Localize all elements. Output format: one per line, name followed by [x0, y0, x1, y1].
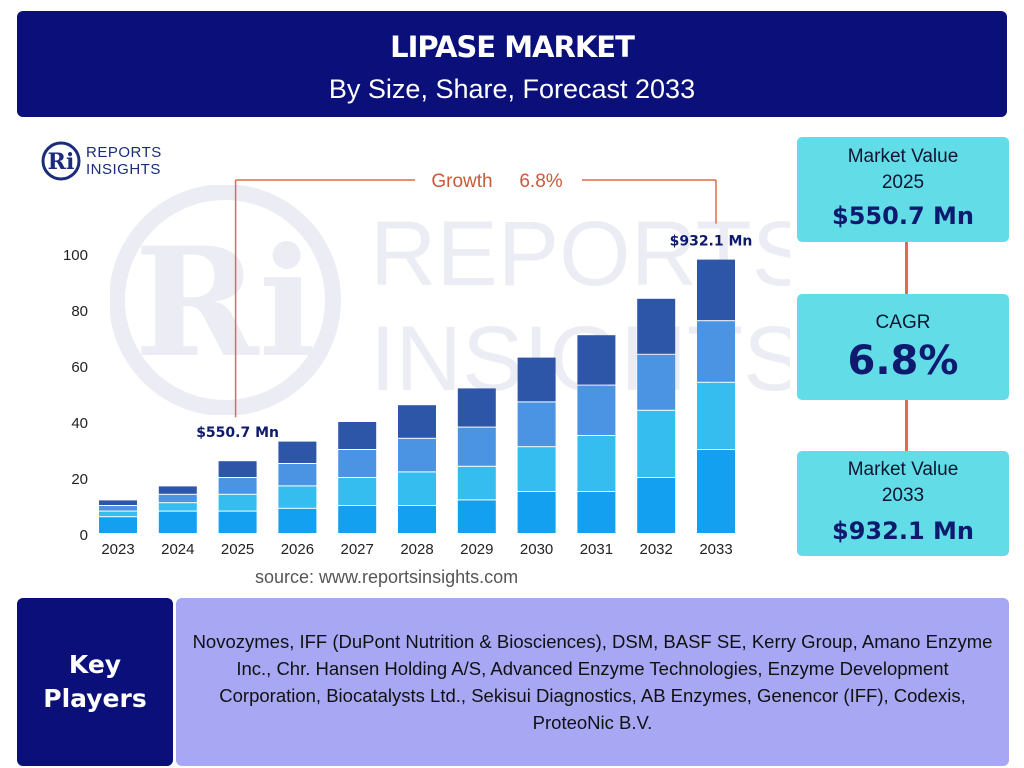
logo-line1: REPORTS — [86, 144, 162, 161]
logo-line2: INSIGHTS — [86, 161, 161, 178]
bar-segment — [457, 500, 496, 533]
key-players-text: Novozymes, IFF (DuPont Nutrition & Biosc… — [192, 631, 993, 733]
key-players-heading: Key Players — [17, 598, 173, 766]
bar-segment — [697, 450, 735, 533]
y-tick-label: 40 — [71, 415, 88, 432]
bar-segment — [517, 447, 556, 491]
bar-segment — [398, 506, 436, 533]
key-players-heading-line2: Players — [43, 684, 147, 713]
bar-segment — [338, 506, 377, 533]
bar-segment — [278, 486, 317, 508]
x-tick-label: 2033 — [699, 541, 732, 558]
bar-segment — [457, 388, 496, 427]
logo-initials: Ri — [48, 149, 75, 175]
cagr-value: 6.8% — [847, 338, 959, 384]
x-tick-label: 2027 — [341, 541, 374, 558]
market-value-2025-card: Market Value 2025 $550.7 Mn — [797, 137, 1009, 242]
x-tick-label: 2023 — [101, 541, 134, 558]
y-tick-label: 0 — [80, 527, 88, 544]
bar-segment — [278, 441, 317, 463]
cagr-label: CAGR — [875, 312, 931, 333]
bar-segment — [218, 511, 257, 533]
bar-segment — [697, 259, 735, 321]
x-tick-label: 2029 — [460, 541, 493, 558]
key-players-list: Novozymes, IFF (DuPont Nutrition & Biosc… — [176, 598, 1009, 766]
key-players-heading-line1: Key — [68, 650, 122, 679]
end-value-label: $932.1 Mn — [670, 234, 753, 250]
x-tick-label: 2025 — [221, 541, 254, 558]
x-tick-label: 2032 — [640, 541, 673, 558]
y-tick-label: 20 — [71, 471, 88, 488]
bar-segment — [637, 478, 676, 533]
page-subtitle: By Size, Share, Forecast 2033 — [328, 74, 696, 104]
cagr-card: CAGR 6.8% — [797, 294, 1009, 400]
y-tick-label: 80 — [71, 303, 88, 320]
logo-text: REPORTS INSIGHTS — [86, 144, 162, 178]
source-note: source: www.reportsinsights.com — [255, 567, 519, 587]
bar-segment — [577, 385, 616, 435]
logo-mark-icon: Ri — [41, 141, 81, 181]
bar-segment — [577, 436, 616, 491]
bar-segment — [158, 511, 197, 533]
market-value-2025-amount: $550.7 Mn — [832, 202, 974, 230]
bar-segment — [218, 461, 257, 477]
bar-segment — [457, 427, 496, 466]
bar-segment — [697, 321, 735, 382]
bar-segment — [517, 357, 556, 402]
bar-segment — [338, 450, 377, 477]
y-tick-label: 100 — [63, 247, 88, 264]
bar-segment — [398, 405, 436, 438]
start-value-label: $550.7 Mn — [196, 425, 279, 441]
connector-line-upper — [905, 242, 908, 294]
bar-segment — [99, 517, 137, 533]
growth-value: 6.8% — [519, 171, 562, 192]
x-tick-label: 2028 — [400, 541, 433, 558]
y-tick-label: 60 — [71, 359, 88, 376]
bar-segment — [158, 503, 197, 511]
bar-segment — [637, 354, 676, 410]
bar-segment — [697, 382, 735, 449]
page-title: LIPASE MARKET — [390, 30, 635, 64]
x-tick-label: 2026 — [281, 541, 314, 558]
x-tick-label: 2030 — [520, 541, 553, 558]
bar-segment — [218, 478, 257, 494]
bar-segment — [517, 402, 556, 447]
brand-logo: Ri REPORTS INSIGHTS — [40, 140, 190, 184]
bar-segment — [637, 298, 676, 354]
market-value-2033-year: 2033 — [881, 485, 925, 506]
bar-segment — [278, 464, 317, 486]
bar-segment — [99, 511, 137, 517]
bar-segment — [577, 492, 616, 533]
market-value-2033-amount: $932.1 Mn — [832, 517, 974, 545]
growth-label: Growth — [431, 171, 492, 192]
market-value-2033-label: Market Value — [847, 459, 959, 480]
bar-segment — [218, 494, 257, 511]
bar-segment — [398, 438, 436, 472]
stacked-bar-chart: 0 20 40 60 80 100 2023 2024 2025 2026 2027 2028 2029… — [63, 171, 753, 558]
x-tick-label: 2024 — [161, 541, 194, 558]
bar-segment — [637, 410, 676, 477]
bar-segment — [398, 472, 436, 505]
bar-segment — [99, 500, 137, 505]
bar-segment — [158, 486, 197, 494]
bar-segment — [338, 478, 377, 505]
bar-segment — [99, 506, 137, 511]
bar-segment — [517, 492, 556, 533]
bar-segment — [338, 422, 377, 449]
bar-segment — [278, 508, 317, 533]
bar-segment — [158, 494, 197, 503]
x-tick-label: 2031 — [580, 541, 613, 558]
market-value-2025-year: 2025 — [881, 172, 925, 193]
connector-line-lower — [905, 400, 908, 451]
market-value-2025-label: Market Value — [847, 146, 959, 167]
market-value-2033-card: Market Value 2033 $932.1 Mn — [797, 451, 1009, 556]
bar-segment — [457, 466, 496, 500]
header-banner: LIPASE MARKET By Size, Share, Forecast 2… — [17, 11, 1007, 117]
bar-segment — [577, 335, 616, 385]
